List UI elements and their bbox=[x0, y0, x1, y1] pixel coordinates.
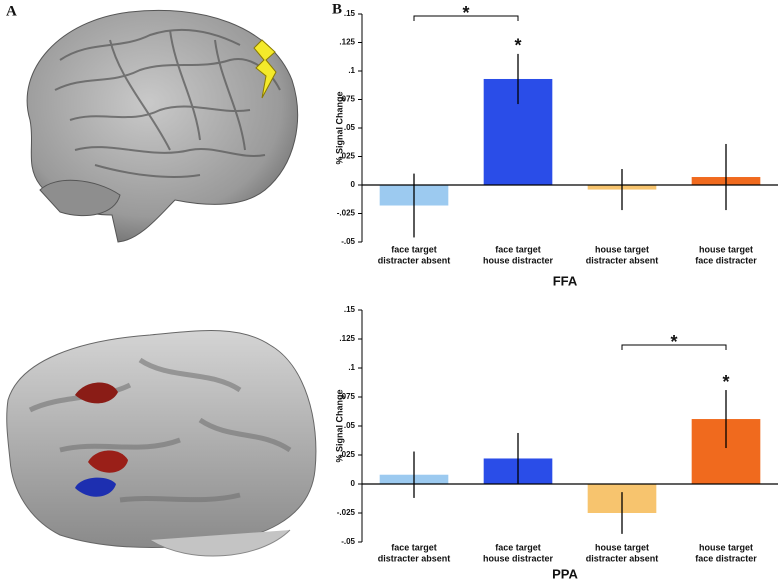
x-tick-label: distracter absent bbox=[378, 553, 451, 563]
x-tick-label: house distracter bbox=[483, 255, 554, 265]
x-tick-label: face target bbox=[391, 542, 437, 552]
y-tick-label: .1 bbox=[348, 363, 355, 372]
brain-slice bbox=[6, 330, 317, 557]
x-tick-label: face target bbox=[391, 244, 437, 254]
y-tick-label: .05 bbox=[344, 123, 356, 132]
y-tick-label: 0 bbox=[351, 479, 356, 488]
y-tick-label: .125 bbox=[339, 334, 355, 343]
y-tick-label: -.05 bbox=[341, 237, 355, 246]
x-tick-label: house target bbox=[699, 542, 753, 552]
chart-title: FFA bbox=[553, 273, 578, 288]
panel-label: A bbox=[6, 3, 17, 19]
x-tick-label: face distracter bbox=[695, 553, 757, 563]
x-tick-label: face target bbox=[495, 244, 541, 254]
y-tick-label: .1 bbox=[348, 66, 355, 75]
significance-star: * bbox=[722, 372, 729, 392]
x-tick-label: distracter absent bbox=[586, 255, 659, 265]
y-tick-label: .025 bbox=[339, 152, 355, 161]
panel-label: B bbox=[332, 1, 342, 17]
significance-star: * bbox=[670, 332, 677, 352]
significance-star: * bbox=[462, 3, 469, 23]
x-tick-label: distracter absent bbox=[378, 255, 451, 265]
y-tick-label: -.025 bbox=[337, 209, 356, 218]
y-axis-label: % Signal Change bbox=[334, 389, 344, 462]
y-tick-label: .075 bbox=[339, 392, 355, 401]
y-tick-label: .025 bbox=[339, 450, 355, 459]
x-tick-label: house target bbox=[699, 244, 753, 254]
x-tick-label: house distracter bbox=[483, 553, 554, 563]
x-tick-label: face distracter bbox=[695, 255, 757, 265]
y-tick-label: .075 bbox=[339, 95, 355, 104]
chart-title: PPA bbox=[552, 566, 578, 581]
x-tick-label: distracter absent bbox=[586, 553, 659, 563]
y-tick-label: .05 bbox=[344, 421, 356, 430]
y-tick-label: .15 bbox=[344, 305, 356, 314]
y-tick-label: -.05 bbox=[341, 537, 355, 546]
x-tick-label: face target bbox=[495, 542, 541, 552]
x-tick-label: house target bbox=[595, 542, 649, 552]
brain-lateral bbox=[26, 9, 298, 243]
significance-bracket bbox=[413, 15, 519, 21]
y-tick-label: .15 bbox=[344, 9, 356, 18]
y-tick-label: 0 bbox=[351, 180, 356, 189]
x-tick-label: house target bbox=[595, 244, 649, 254]
y-tick-label: .125 bbox=[339, 38, 355, 47]
y-axis-label: % Signal Change bbox=[334, 91, 344, 164]
significance-star: * bbox=[514, 36, 521, 56]
significance-bracket bbox=[621, 344, 727, 351]
y-tick-label: -.025 bbox=[337, 508, 356, 517]
